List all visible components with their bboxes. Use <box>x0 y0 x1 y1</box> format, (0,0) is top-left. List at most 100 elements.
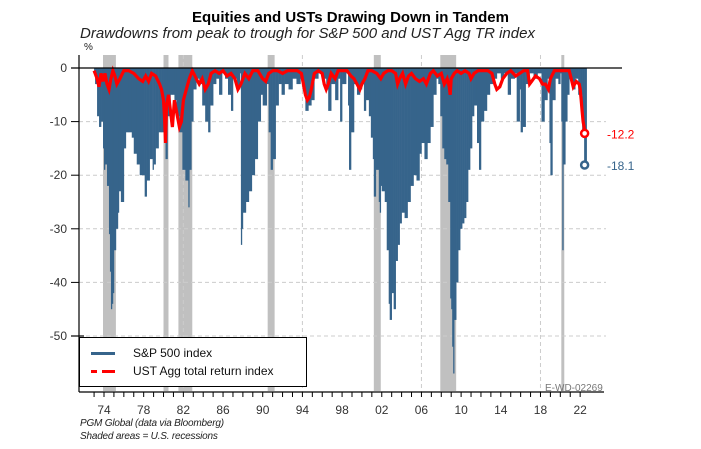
spx-bar <box>389 68 392 320</box>
spx-bar <box>268 68 271 133</box>
chart-title: Equities and USTs Drawing Down in Tandem <box>192 9 509 26</box>
spx-bar <box>257 68 262 122</box>
spx-bar <box>450 68 452 299</box>
spx-bar <box>478 68 482 170</box>
spx-bar <box>106 68 110 186</box>
spx-bar <box>452 68 454 347</box>
spx-bar <box>351 68 355 133</box>
spx-bar <box>353 68 358 85</box>
spx-bar <box>361 68 365 85</box>
spx-bar <box>436 68 439 79</box>
spx-bar <box>172 68 175 95</box>
spx-bar <box>386 68 390 251</box>
legend: S&P 500 index UST Agg total return index <box>79 337 307 387</box>
spx-bar <box>391 68 394 294</box>
spx-bar <box>419 68 422 154</box>
spx-bar <box>472 68 475 117</box>
spx-bar <box>456 68 459 283</box>
spx-bar <box>167 68 171 117</box>
y-tick-label: 0 <box>60 61 67 75</box>
spx-bar <box>99 68 102 127</box>
spx-bar <box>565 68 568 122</box>
spx-bar <box>260 68 264 95</box>
spx-bar <box>278 68 282 85</box>
spx-bar <box>254 68 259 160</box>
spx-bar <box>245 68 250 202</box>
spx-bar <box>131 68 135 138</box>
spx-bar <box>549 68 551 144</box>
spx-bar <box>582 68 585 133</box>
x-tick-label: 18 <box>534 403 548 417</box>
x-tick-label: 90 <box>256 403 270 417</box>
spx-bar <box>251 68 256 176</box>
x-tick-label: 06 <box>415 403 429 417</box>
spx-bar <box>563 68 566 165</box>
source-note: PGM Global (data via Bloomberg) <box>80 418 224 429</box>
spx-bar <box>153 68 156 165</box>
spx-bar <box>483 68 488 111</box>
spx-bar <box>149 68 153 160</box>
spx-bar <box>516 68 520 122</box>
spx-bar <box>262 68 267 106</box>
spx-bar <box>454 68 457 320</box>
recession-band <box>163 55 169 391</box>
spx-bar <box>365 68 370 101</box>
spx-bar <box>179 68 183 133</box>
spx-bar <box>240 68 243 245</box>
x-tick-label: 94 <box>296 403 310 417</box>
spx-bar <box>125 68 130 133</box>
spx-bar <box>185 68 189 181</box>
spx-bar <box>446 68 449 165</box>
y-tick-label: -10 <box>50 115 68 129</box>
spx-bar <box>113 68 117 251</box>
spx-bar <box>580 68 583 95</box>
spx-bar <box>442 68 445 149</box>
spx-bar <box>288 68 293 90</box>
spx-bar <box>584 68 587 166</box>
spx-bar <box>170 68 173 95</box>
spx-end-label: -18.1 <box>607 159 635 173</box>
ust-end-label: -12.2 <box>607 127 635 141</box>
spx-bar <box>519 68 521 90</box>
spx-bar <box>520 68 523 133</box>
spx-bar <box>503 68 509 74</box>
spx-bar <box>562 68 564 251</box>
legend-label-ust: UST Agg total return index <box>133 364 274 378</box>
spx-bar <box>379 68 382 213</box>
spx-bar <box>555 68 559 79</box>
spx-bar <box>241 68 244 229</box>
axes-group <box>71 55 622 397</box>
x-tick-label: 86 <box>216 403 230 417</box>
x-tick-labels: 74 78 82 86 90 94 98 02 06 10 14 18 22 <box>97 403 587 417</box>
spx-bar <box>500 68 505 79</box>
spx-bar <box>152 68 154 170</box>
spx-bar <box>480 68 485 122</box>
spx-bar <box>210 68 214 106</box>
spx-bar <box>372 68 375 160</box>
spx-bar <box>118 68 122 192</box>
spx-bar <box>464 68 467 219</box>
spx-bar <box>578 68 581 95</box>
spx-bar <box>189 68 192 170</box>
spx-bar <box>146 68 150 181</box>
spx-bar <box>191 68 194 122</box>
y-tick-label: -30 <box>50 222 68 236</box>
spx-bar <box>302 68 306 90</box>
spx-bar <box>468 68 471 170</box>
chart-code: E-WD-02269 <box>545 383 603 394</box>
spx-bar <box>399 68 402 224</box>
spx-bar <box>104 68 106 170</box>
spx-bar <box>155 68 159 149</box>
spx-bar <box>136 68 141 165</box>
x-tick-label: 02 <box>375 403 389 417</box>
spx-bar <box>139 68 143 176</box>
y-tick-label: -50 <box>50 329 68 343</box>
spx-bar <box>230 68 234 111</box>
spx-bar <box>476 68 480 144</box>
recession-band <box>267 55 275 391</box>
spx-bar <box>308 68 312 106</box>
spx-bar <box>272 68 276 160</box>
spx-bar <box>424 68 428 160</box>
spx-bar <box>128 68 133 133</box>
spx-bar <box>373 68 377 197</box>
